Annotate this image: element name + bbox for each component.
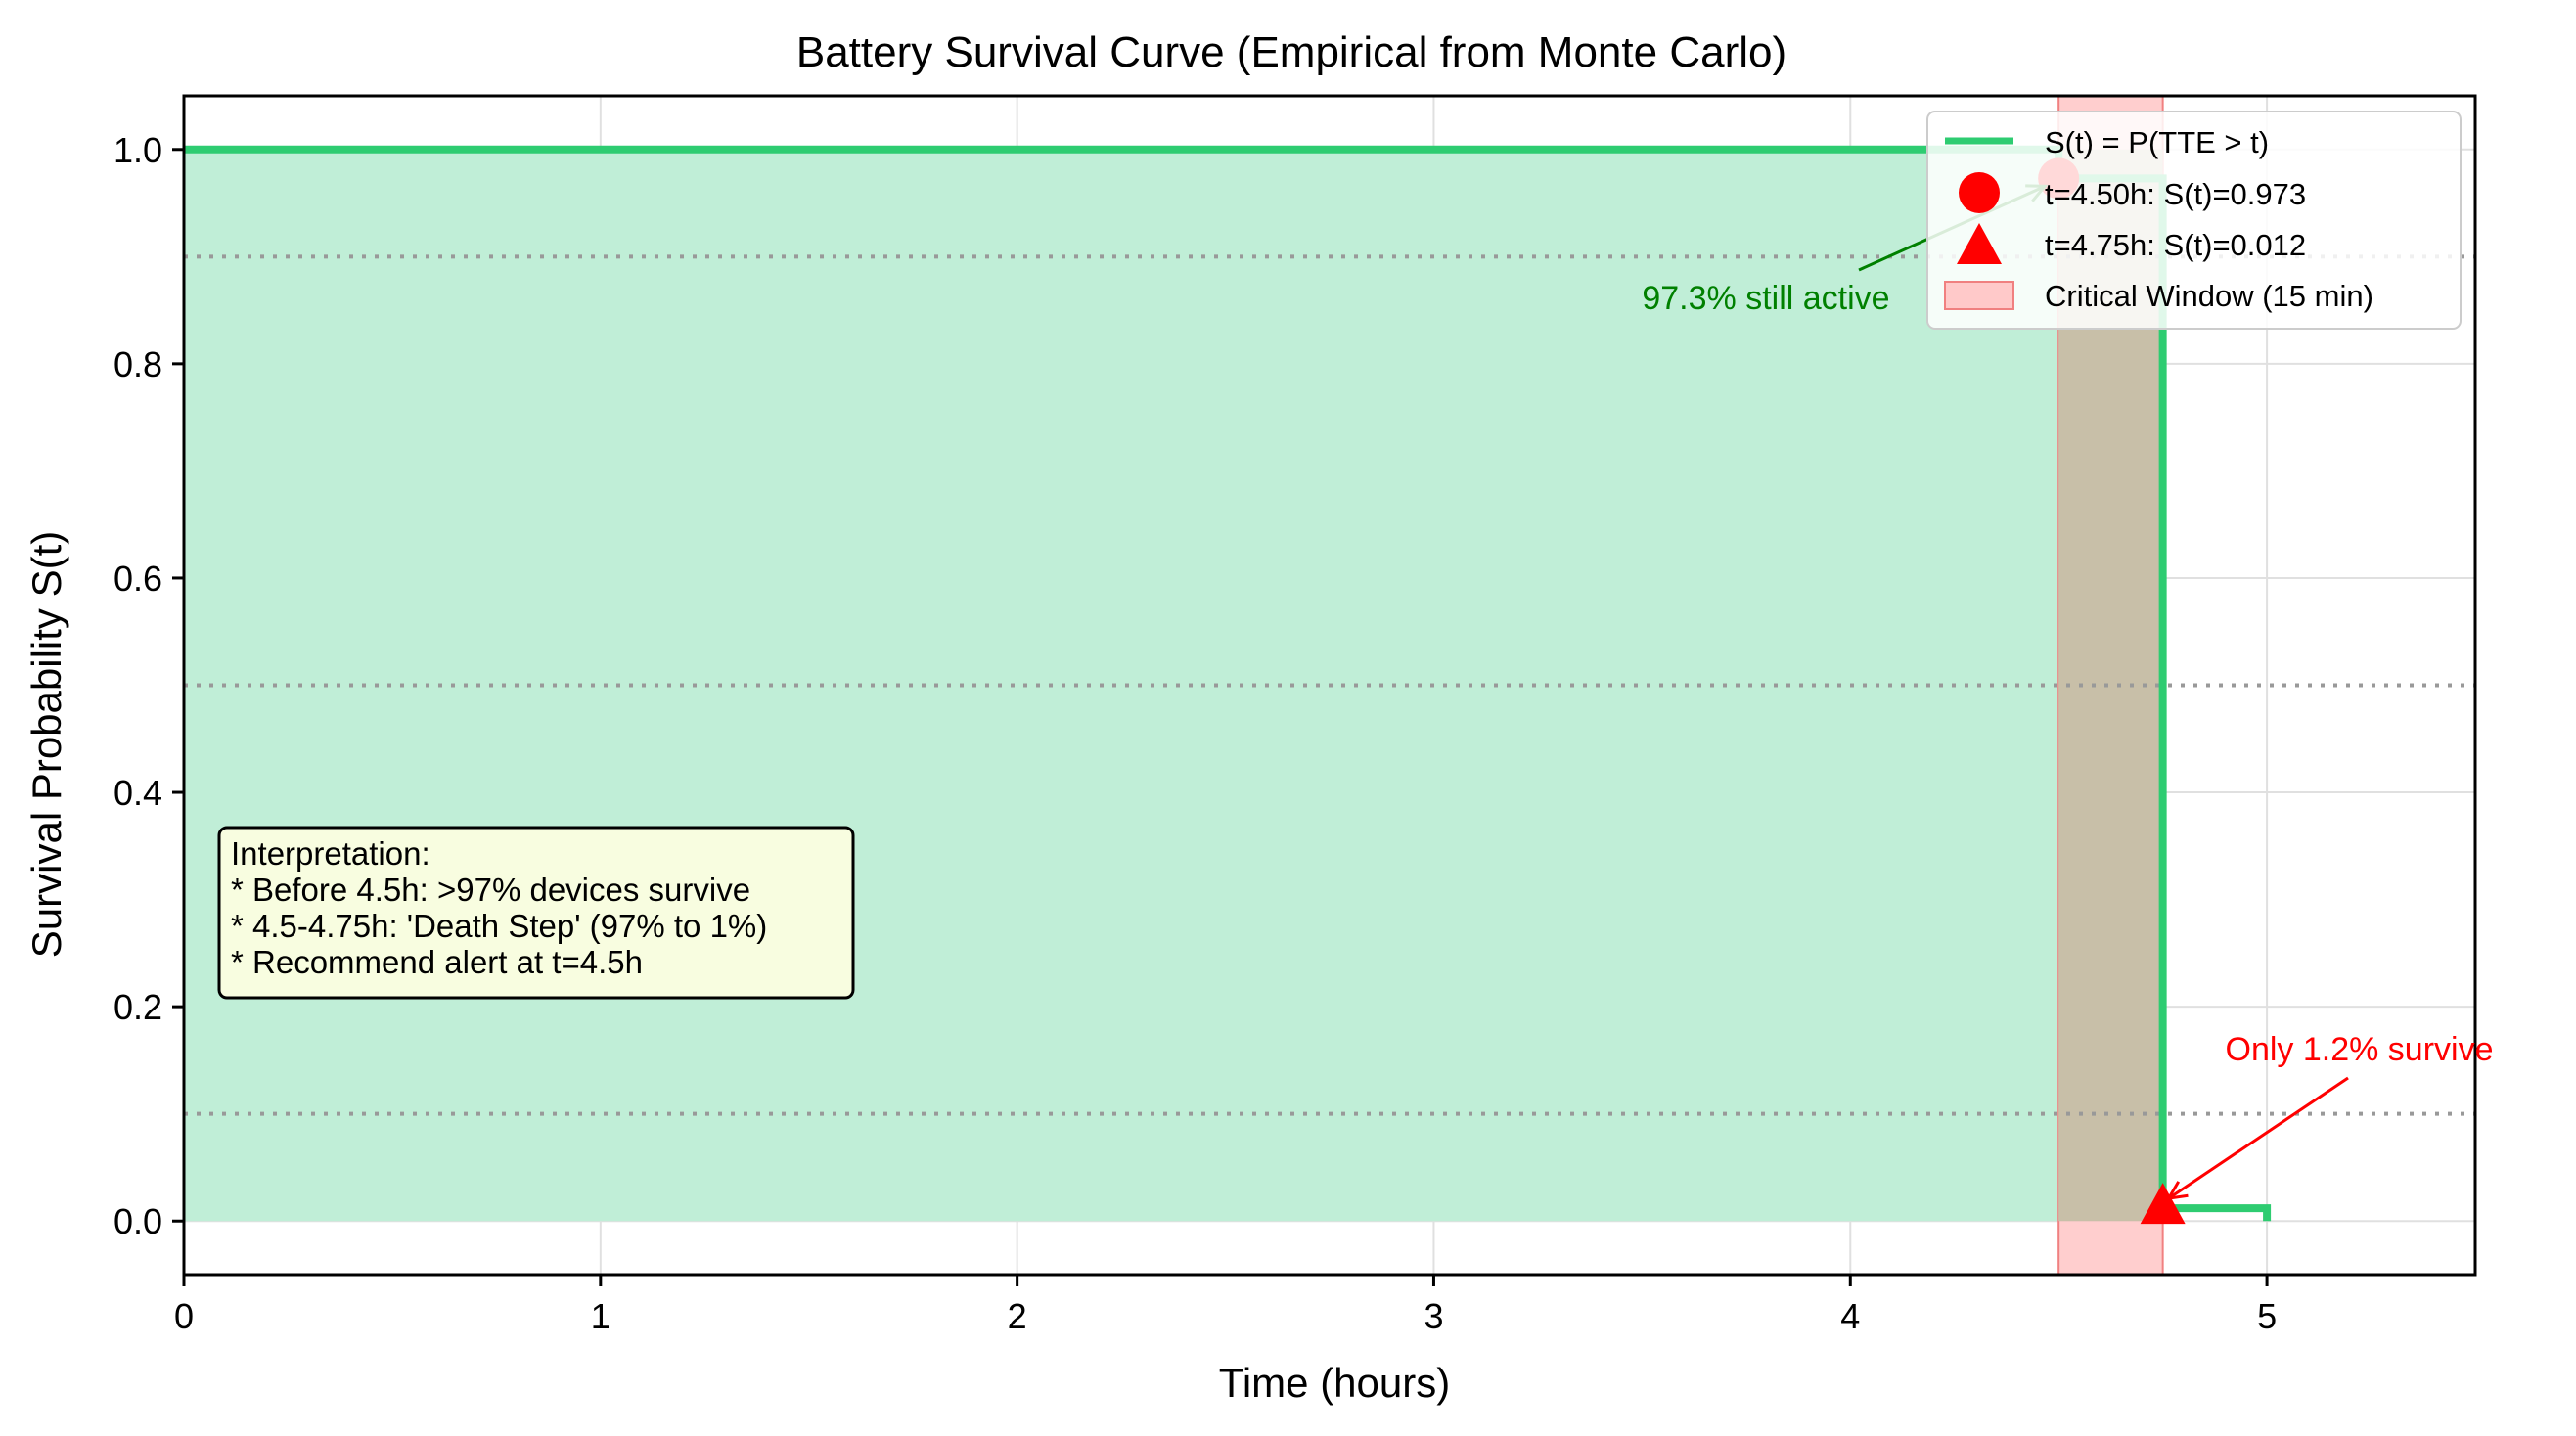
interpretation-box: Interpretation: * Before 4.5h: >97% devi…: [217, 826, 855, 1000]
x-tick-label: 4: [1840, 1296, 1860, 1336]
legend-label-curve: S(t) = P(TTE > t): [2045, 125, 2269, 159]
marker-triangle-point: [2140, 1183, 2186, 1225]
legend-label-critical-window: Critical Window (15 min): [2045, 279, 2373, 313]
x-tick-label: 1: [591, 1296, 610, 1336]
interpretation-line-3: * 4.5-4.75h: 'Death Step' (97% to 1%): [231, 908, 767, 944]
interpretation-line-4: * Recommend alert at t=4.5h: [231, 944, 643, 980]
chart-title: Battery Survival Curve (Empirical from M…: [796, 28, 1786, 76]
annotation-survive-text: Only 1.2% survive: [2226, 1031, 2494, 1068]
legend-swatch-circle-marker: [1959, 172, 2000, 213]
y-axis-label: Survival Probability S(t): [23, 531, 69, 958]
x-axis-label: Time (hours): [1219, 1360, 1450, 1406]
y-tick-label: 0.6: [113, 559, 162, 599]
legend: S(t) = P(TTE > t) t=4.50h: S(t)=0.973 t=…: [1926, 111, 2462, 330]
annotation-arrow-survive-head: [2165, 1181, 2189, 1201]
y-tick-label: 0.4: [113, 773, 162, 813]
interpretation-line-1: Interpretation:: [231, 835, 430, 872]
x-tick-label: 3: [1424, 1296, 1443, 1336]
x-tick-label: 2: [1008, 1296, 1027, 1336]
legend-swatch-triangle-marker: [1957, 223, 2002, 264]
legend-swatch-critical-window: [1944, 281, 2014, 310]
legend-label-circle-marker: t=4.50h: S(t)=0.973: [2045, 177, 2306, 211]
axes-frame: [182, 94, 2477, 1277]
annotation-arrow-survive-shaft: [2167, 1076, 2349, 1200]
y-tick-label: 1.0: [113, 130, 162, 170]
y-tick-label: 0.0: [113, 1201, 162, 1241]
x-tick-label: 5: [2257, 1296, 2277, 1336]
interpretation-line-2: * Before 4.5h: >97% devices survive: [231, 872, 750, 908]
interpretation-box-frame: [217, 826, 855, 1000]
legend-label-triangle-marker: t=4.75h: S(t)=0.012: [2045, 228, 2306, 262]
legend-frame: [1926, 111, 2462, 330]
x-tick-label: 0: [174, 1296, 194, 1336]
y-tick-label: 0.2: [113, 987, 162, 1027]
annotation-active-text: 97.3% still active: [1642, 280, 1889, 317]
y-tick-label: 0.8: [113, 344, 162, 384]
